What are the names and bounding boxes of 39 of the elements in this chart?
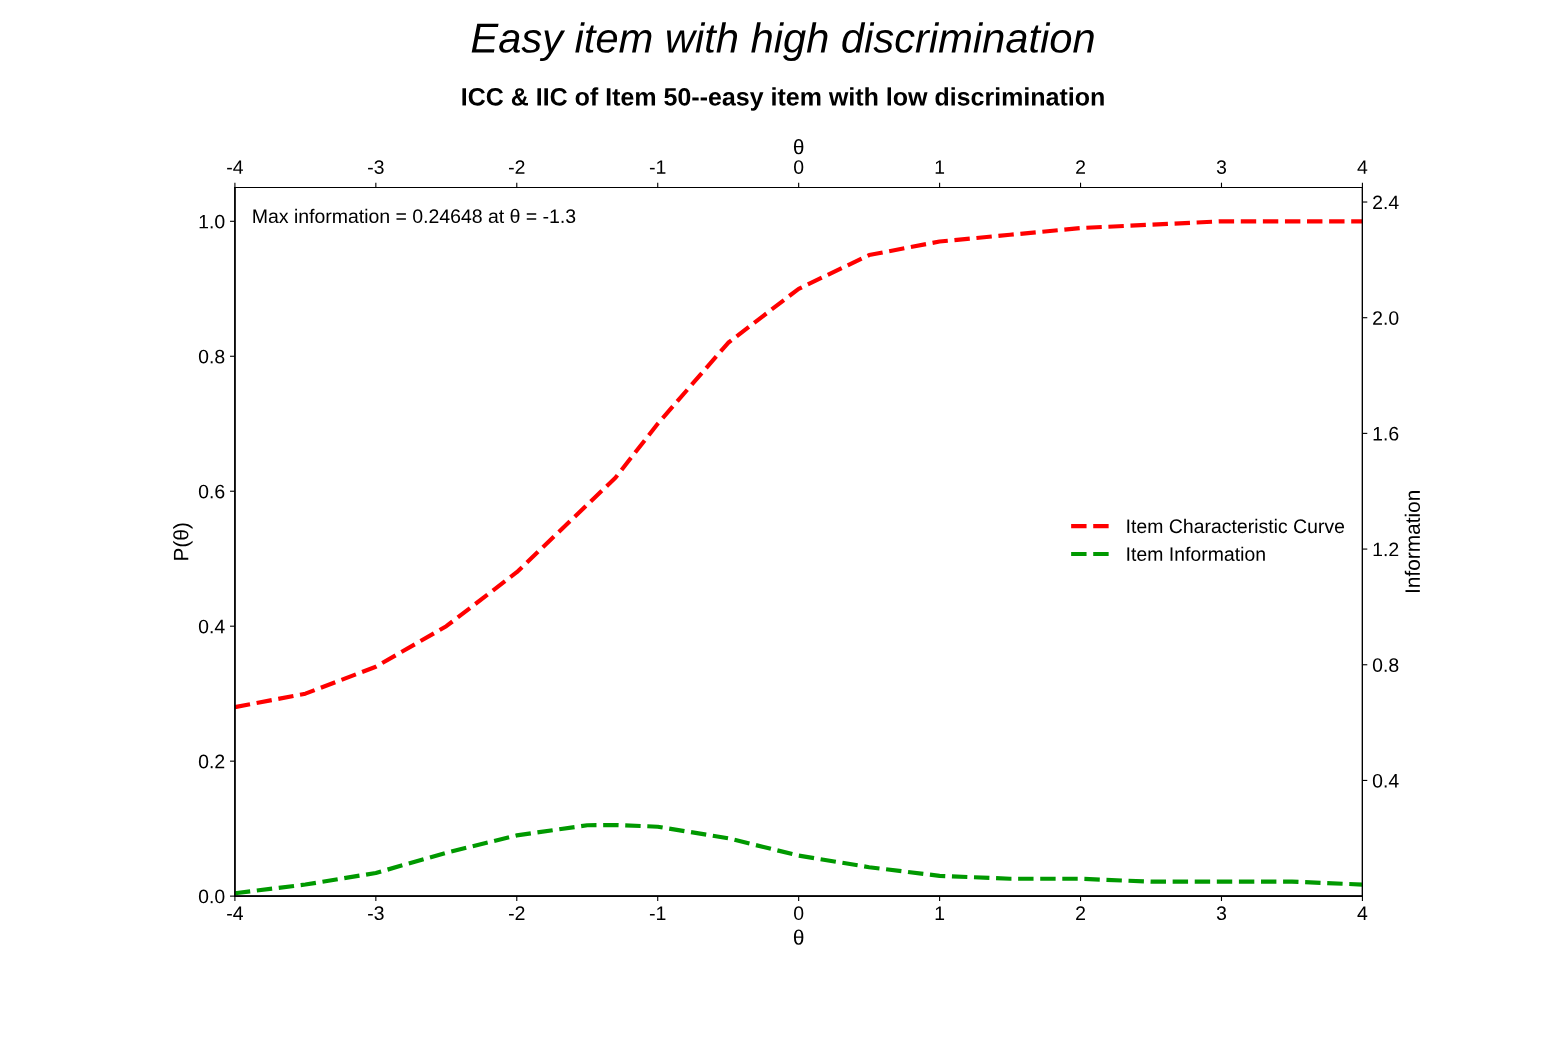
y-axis-title: P(θ) xyxy=(173,523,193,560)
x2-tick-label: -1 xyxy=(649,160,666,174)
legend-label: Item Information xyxy=(1127,546,1265,561)
y-tick-label: 0.8 xyxy=(198,349,225,364)
y2-tick-label: 1.2 xyxy=(1373,542,1399,557)
x-tick-label: -4 xyxy=(227,906,243,920)
y2-axis-title: Information xyxy=(1404,491,1421,593)
annotation: Max information = 0.24648 at θ = -1.3 xyxy=(253,208,576,224)
y2-tick-label: 2.4 xyxy=(1373,195,1399,210)
legend-label: Item Characteristic Curve xyxy=(1127,518,1345,534)
y2-tick-label: 2.0 xyxy=(1373,311,1399,325)
y-tick-label: 0.6 xyxy=(198,484,225,499)
x2-tick-label: 3 xyxy=(1216,160,1227,174)
x2-tick-label: -3 xyxy=(368,160,384,174)
y-tick-label: 0.4 xyxy=(198,619,225,634)
x2-tick-label: 4 xyxy=(1357,160,1368,174)
x-tick-label: 2 xyxy=(1076,906,1085,920)
y2-tick-label: 1.6 xyxy=(1373,426,1399,441)
x2-tick-label: 1 xyxy=(935,160,945,174)
y2-tick-label: 0.4 xyxy=(1372,773,1399,788)
y-tick-label: 1.0 xyxy=(199,214,225,229)
chart-title: Easy item with high discrimination xyxy=(471,22,1094,62)
x2-axis-title: θ xyxy=(793,139,804,155)
x-axis-title: θ xyxy=(793,929,804,945)
y2-tick-label: 0.8 xyxy=(1372,658,1399,672)
chart-subtitle: ICC & IIC of Item 50--easy item with low discrimination xyxy=(462,87,1104,111)
x-tick-label: -3 xyxy=(368,906,384,921)
x-tick-label: 4 xyxy=(1357,906,1368,920)
x2-tick-label: 2 xyxy=(1076,160,1085,174)
x2-tick-label: -4 xyxy=(227,160,243,174)
x-tick-label: -1 xyxy=(649,906,666,920)
y-tick-label: 0.0 xyxy=(198,889,225,904)
x-tick-label: 1 xyxy=(935,906,945,920)
x-tick-label: 0 xyxy=(794,906,804,921)
x-tick-label: 3 xyxy=(1216,906,1227,921)
x2-tick-label: 0 xyxy=(794,160,804,174)
x2-tick-label: -2 xyxy=(509,160,525,174)
y-tick-label: 0.2 xyxy=(198,754,225,769)
x-tick-label: -2 xyxy=(509,906,525,920)
